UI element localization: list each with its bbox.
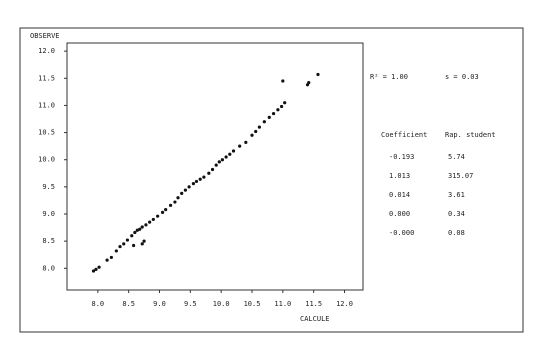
table-cell: 3.61 bbox=[448, 191, 465, 199]
annotation: s = 0.03 bbox=[445, 73, 479, 81]
point bbox=[140, 242, 144, 246]
point bbox=[169, 203, 173, 207]
point bbox=[280, 104, 284, 109]
x-tick-label: 8.0 bbox=[92, 300, 105, 308]
point bbox=[238, 144, 242, 148]
point bbox=[267, 115, 271, 119]
table-cell: 0.000 bbox=[389, 210, 410, 218]
point bbox=[214, 163, 218, 167]
annotation: R² = 1.00 bbox=[370, 73, 408, 81]
point bbox=[316, 72, 320, 77]
point bbox=[91, 269, 96, 273]
table-header: Coefficient bbox=[381, 131, 427, 139]
point bbox=[144, 223, 148, 227]
point bbox=[122, 242, 126, 246]
x-tick-label: 9.0 bbox=[153, 300, 166, 308]
point bbox=[97, 265, 101, 269]
point bbox=[231, 149, 236, 153]
y-tick-label: 9.0 bbox=[42, 210, 55, 218]
point bbox=[125, 238, 130, 242]
point bbox=[173, 200, 177, 204]
point bbox=[194, 179, 199, 184]
x-tick-label: 10.5 bbox=[244, 300, 261, 308]
table-cell: -0.000 bbox=[389, 229, 414, 237]
x-tick-label: 10.0 bbox=[213, 300, 230, 308]
point bbox=[262, 120, 266, 124]
y-axis-label: OBSERVE bbox=[30, 32, 60, 40]
point bbox=[202, 175, 206, 179]
point bbox=[276, 108, 280, 112]
point bbox=[109, 255, 113, 260]
point bbox=[250, 133, 254, 137]
point bbox=[133, 230, 137, 235]
table-cell: 0.34 bbox=[448, 210, 465, 218]
point bbox=[254, 129, 258, 134]
point bbox=[220, 158, 224, 162]
point bbox=[156, 214, 160, 218]
table-cell: 5.74 bbox=[448, 153, 465, 161]
point bbox=[151, 217, 155, 222]
y-tick-label: 8.0 bbox=[42, 264, 55, 272]
y-tick-label: 12.0 bbox=[38, 47, 55, 55]
y-tick-label: 11.0 bbox=[38, 101, 55, 109]
table-cell: -0.193 bbox=[389, 153, 414, 161]
point bbox=[142, 239, 146, 243]
x-tick-label: 11.0 bbox=[274, 300, 291, 308]
y-tick-label: 9.5 bbox=[42, 183, 55, 191]
point bbox=[271, 111, 276, 116]
x-tick-label: 9.5 bbox=[184, 300, 197, 308]
point bbox=[176, 196, 180, 200]
point bbox=[114, 249, 118, 253]
point bbox=[130, 234, 134, 238]
point bbox=[281, 79, 285, 83]
point bbox=[160, 210, 165, 214]
point bbox=[257, 125, 261, 129]
table-cell: 0.014 bbox=[389, 191, 410, 199]
x-tick-label: 12.0 bbox=[336, 300, 353, 308]
point bbox=[224, 155, 228, 159]
point bbox=[187, 185, 191, 189]
point bbox=[207, 171, 211, 175]
plot-frame bbox=[66, 42, 364, 291]
x-tick-label: 8.5 bbox=[122, 300, 135, 308]
outer-frame bbox=[19, 27, 524, 333]
point bbox=[164, 208, 168, 212]
point bbox=[140, 225, 144, 229]
point bbox=[228, 152, 232, 156]
point bbox=[94, 267, 98, 271]
table-cell: 1.013 bbox=[389, 172, 410, 180]
point bbox=[217, 160, 221, 164]
y-tick-label: 10.0 bbox=[38, 156, 55, 164]
point bbox=[210, 167, 215, 172]
point bbox=[138, 227, 142, 231]
point bbox=[180, 191, 184, 195]
x-axis-label: CALCULE bbox=[300, 315, 330, 323]
y-tick-label: 8.5 bbox=[42, 237, 55, 245]
point bbox=[183, 188, 187, 192]
table-cell: 315.07 bbox=[448, 172, 473, 180]
point bbox=[105, 258, 109, 262]
point bbox=[191, 182, 196, 186]
point bbox=[244, 140, 248, 144]
point bbox=[132, 243, 136, 248]
point bbox=[307, 81, 311, 85]
point bbox=[135, 228, 139, 232]
x-tick-label: 11.5 bbox=[305, 300, 322, 308]
point bbox=[148, 220, 152, 224]
point bbox=[198, 177, 202, 181]
table-cell: 0.08 bbox=[448, 229, 465, 237]
table-header: Rap. student bbox=[445, 131, 496, 139]
point bbox=[118, 244, 122, 249]
y-tick-label: 11.5 bbox=[38, 74, 55, 82]
y-tick-label: 10.5 bbox=[38, 129, 55, 137]
point bbox=[283, 101, 287, 105]
